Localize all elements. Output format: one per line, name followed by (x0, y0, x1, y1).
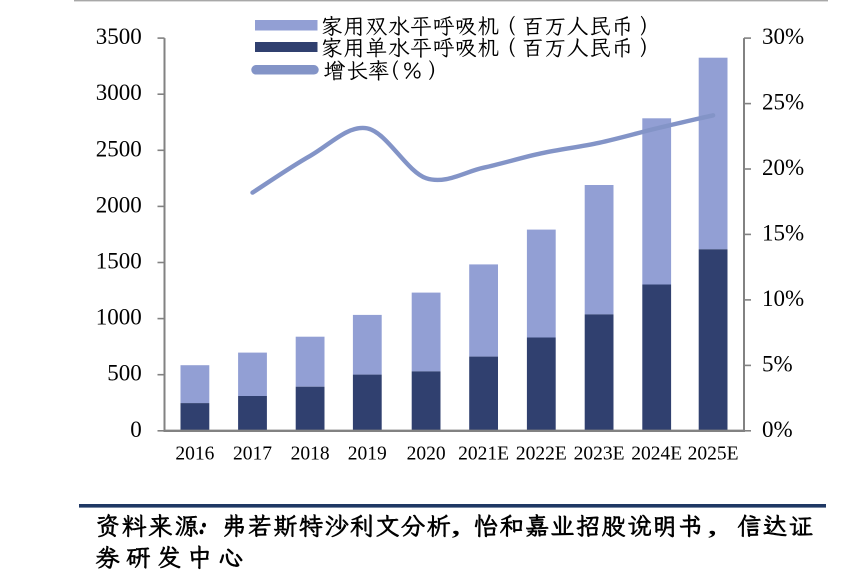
svg-text:3500: 3500 (96, 24, 142, 49)
svg-text:500: 500 (107, 361, 142, 386)
svg-text:2022E: 2022E (516, 444, 567, 465)
svg-text:2000: 2000 (96, 192, 142, 217)
svg-text:20%: 20% (762, 155, 804, 180)
svg-text:10%: 10% (762, 286, 804, 311)
svg-text:2016: 2016 (175, 444, 214, 465)
svg-text:2021E: 2021E (458, 444, 509, 465)
svg-text:15%: 15% (762, 220, 804, 245)
svg-text:2019: 2019 (348, 444, 387, 465)
svg-text:3000: 3000 (96, 80, 142, 105)
svg-text:5%: 5% (762, 351, 793, 376)
svg-text:1000: 1000 (96, 305, 142, 330)
svg-text:0%: 0% (762, 417, 793, 442)
svg-text:2020: 2020 (407, 444, 446, 465)
svg-text:1500: 1500 (96, 249, 142, 274)
svg-text:2018: 2018 (291, 444, 330, 465)
svg-text:2024E: 2024E (631, 444, 682, 465)
svg-text:25%: 25% (762, 90, 804, 115)
svg-text:0: 0 (130, 417, 142, 442)
svg-text:2017: 2017 (233, 444, 272, 465)
svg-text:2500: 2500 (96, 136, 142, 161)
svg-text:2023E: 2023E (574, 444, 625, 465)
svg-text:2025E: 2025E (688, 444, 739, 465)
svg-text:30%: 30% (762, 24, 804, 49)
